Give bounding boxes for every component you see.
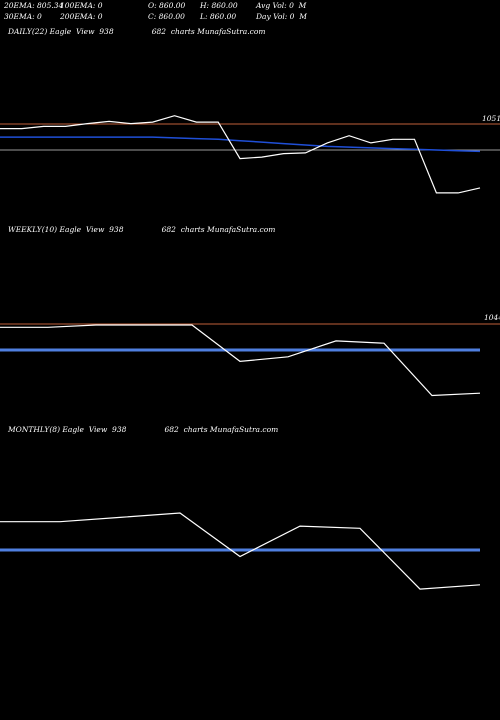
header-ema200: 200EMA: 0 <box>60 12 103 21</box>
header-ema20: 20EMA: 805.34 <box>4 1 64 10</box>
monthly-chart <box>0 512 481 590</box>
header-open: O: 860.00 <box>148 1 186 10</box>
header-close: C: 860.00 <box>148 12 185 21</box>
header-avg-vol: Avg Vol: 0 M <box>256 1 307 10</box>
daily-price-line <box>0 115 481 194</box>
weekly-chart: 1044 <box>0 313 500 397</box>
daily-ref-label: 1051 <box>482 114 500 123</box>
daily-panel-title: DAILY(22) Eagle View 938 682 charts Muna… <box>8 27 266 36</box>
weekly-price-line <box>0 324 481 397</box>
monthly-price-line <box>0 512 481 590</box>
header-ema100: 100EMA: 0 <box>60 1 103 10</box>
header-ema30: 30EMA: 0 <box>4 12 42 21</box>
monthly-panel-title: MONTHLY(8) Eagle View 938 682 charts Mun… <box>8 425 279 434</box>
daily-ema-line <box>0 136 481 153</box>
header-low: L: 860.00 <box>200 12 237 21</box>
weekly-ref-label: 1044 <box>484 313 500 322</box>
header-high: H: 860.00 <box>200 1 238 10</box>
weekly-panel-title: WEEKLY(10) Eagle View 938 682 charts Mun… <box>8 225 276 234</box>
header-day-vol: Day Vol: 0 M <box>256 12 307 21</box>
daily-chart: 1051 <box>0 114 500 194</box>
